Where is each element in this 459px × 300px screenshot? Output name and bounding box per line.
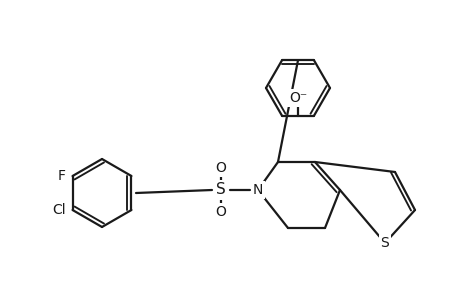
Text: S: S xyxy=(216,182,225,197)
Text: O: O xyxy=(215,161,226,175)
Text: O: O xyxy=(215,205,226,219)
Text: Cl: Cl xyxy=(53,203,66,217)
Text: S: S xyxy=(216,182,225,197)
Text: N: N xyxy=(252,183,263,197)
Text: Cl: Cl xyxy=(53,203,66,217)
Text: N: N xyxy=(252,183,263,197)
Text: F: F xyxy=(57,169,66,183)
Text: F: F xyxy=(57,169,66,183)
Text: O: O xyxy=(215,161,226,175)
Text: S: S xyxy=(380,236,388,250)
Text: S: S xyxy=(380,236,388,250)
Text: O: O xyxy=(215,205,226,219)
Text: O⁻: O⁻ xyxy=(288,91,307,105)
Text: O⁻: O⁻ xyxy=(288,91,307,105)
